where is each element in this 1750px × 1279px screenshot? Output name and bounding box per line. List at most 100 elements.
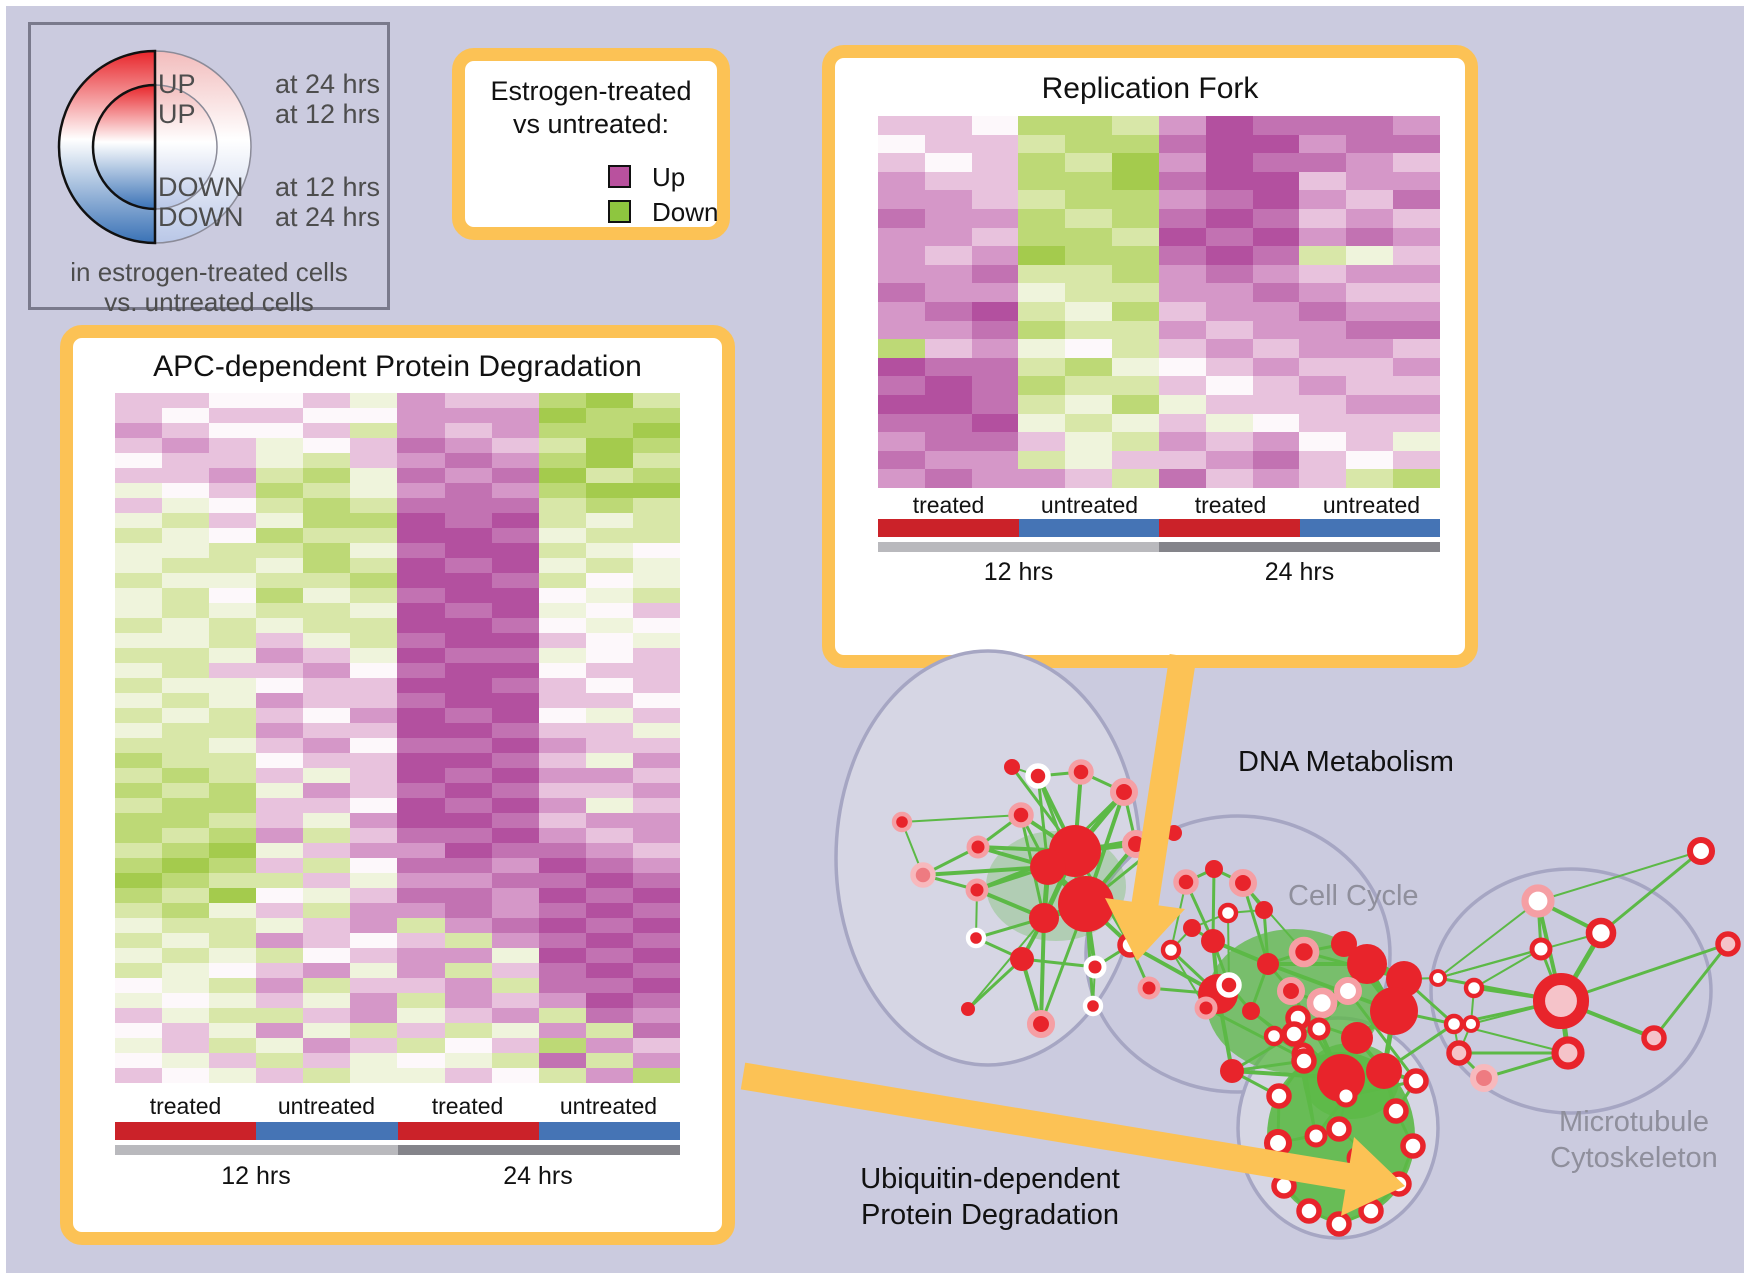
heatmap-cell <box>256 453 304 468</box>
heatmap-cell <box>538 663 586 678</box>
network-edge <box>1122 791 1138 845</box>
heatmap-cell <box>162 903 210 918</box>
network-edge <box>1382 1070 1398 1112</box>
heatmap-cell <box>538 633 586 648</box>
heatmap-cell <box>350 693 398 708</box>
network-node <box>1291 1042 1315 1066</box>
heatmap-cell <box>1252 376 1300 395</box>
heatmap-cell <box>350 648 398 663</box>
heatmap-cell <box>209 768 257 783</box>
heatmap-cell <box>444 408 492 423</box>
network-edge <box>1191 912 1229 929</box>
heatmap-cell <box>538 858 586 873</box>
network-edge <box>1128 944 1151 989</box>
network-node <box>1281 1021 1307 1047</box>
heatmap-cell <box>1158 376 1206 395</box>
heatmap-cell <box>538 888 586 903</box>
heatmap-cell <box>924 134 972 154</box>
heatmap-cell <box>209 1068 257 1083</box>
heatmap-cell <box>350 783 398 798</box>
heatmap-cell <box>1205 116 1253 135</box>
apc-title: APC-dependent Protein Degradation <box>153 350 642 383</box>
heatmap-cell <box>1205 190 1253 209</box>
heatmap-cell <box>491 633 539 648</box>
heatmap-cell <box>162 708 210 723</box>
network-edge <box>1403 977 1439 980</box>
heatmap-cell <box>585 813 633 828</box>
heatmap-cell <box>115 663 163 678</box>
heatmap-cell <box>303 408 351 423</box>
heatmap-cell <box>1346 376 1394 395</box>
network-node <box>1715 931 1741 957</box>
network-edge <box>1303 1060 1317 1137</box>
heatmap-cell <box>209 993 257 1008</box>
network-node <box>1291 1048 1317 1074</box>
heatmap-cell <box>115 678 163 693</box>
network-edge <box>1046 848 1077 870</box>
heatmap-cell <box>162 1053 210 1068</box>
network-edge <box>977 845 1049 869</box>
network-node <box>1304 1124 1328 1148</box>
heatmap-cell <box>256 408 304 423</box>
heatmap-cell <box>878 432 925 451</box>
network-edge <box>1321 962 1368 1005</box>
heatmap-cell <box>1299 395 1347 414</box>
heatmap-cell <box>444 498 492 513</box>
network-node <box>1030 849 1066 885</box>
heatmap-cell <box>1346 302 1394 321</box>
network-edge <box>1277 1060 1306 1097</box>
heatmap-cell <box>397 753 445 768</box>
heatmap-cell <box>924 320 972 340</box>
network-edge <box>1293 1027 1320 1036</box>
network-node <box>1220 1059 1244 1083</box>
network-edge <box>1342 942 1369 966</box>
heatmap-cell <box>1018 302 1066 321</box>
heatmap-cell <box>1018 283 1066 302</box>
heatmap-cell <box>538 723 586 738</box>
heatmap-cell <box>1393 227 1440 247</box>
heatmap-cell <box>115 408 163 423</box>
heatmap-cell <box>444 798 492 813</box>
network-edge <box>1393 1009 1455 1026</box>
heatmap-cell <box>350 738 398 753</box>
heatmap-cell <box>397 408 445 423</box>
heatmap-cell <box>444 948 492 963</box>
heatmap-cell <box>1158 153 1206 172</box>
heatmap-cell <box>632 723 680 738</box>
heatmap-cell <box>350 963 398 978</box>
apc-sample-label-4: untreated <box>559 1093 658 1119</box>
heatmap-cell <box>115 1023 163 1038</box>
network-edge <box>1292 1033 1318 1137</box>
heatmap-cell <box>632 468 680 483</box>
heatmap-cell <box>632 768 680 783</box>
heatmap-cell <box>491 903 539 918</box>
cell-cycle-label: Cell Cycle <box>1288 880 1419 912</box>
heatmap-cell <box>1346 134 1394 154</box>
heatmap-cell <box>1158 264 1206 284</box>
network-node <box>1266 1083 1292 1109</box>
heatmap-cell <box>115 948 163 963</box>
heatmap-cell <box>632 678 680 693</box>
heatmap-cell <box>350 723 398 738</box>
network-edge <box>1537 850 1702 902</box>
network-node <box>1358 1198 1384 1224</box>
network-edge <box>1019 814 1050 868</box>
heatmap-cell <box>303 873 351 888</box>
heatmap-cell <box>585 723 633 738</box>
heatmap-cell <box>1299 302 1347 321</box>
heatmap-cell <box>303 498 351 513</box>
heatmap-cell <box>162 693 210 708</box>
heatmap-cell <box>538 603 586 618</box>
heatmap-cell <box>585 963 633 978</box>
heatmap-cell <box>924 357 972 377</box>
heatmap-cell <box>585 408 633 423</box>
heatmap-cell <box>303 963 351 978</box>
heatmap-cell <box>971 376 1019 395</box>
up-label: Up <box>652 162 686 192</box>
heatmap-cell <box>397 438 445 453</box>
network-edge <box>1558 1000 1571 1054</box>
heatmap-cell <box>397 558 445 573</box>
network-edge <box>1135 831 1175 846</box>
heatmap-cell <box>1205 432 1253 451</box>
